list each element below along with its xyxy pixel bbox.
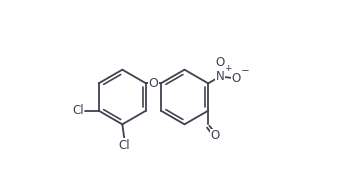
Text: N: N (216, 70, 225, 83)
Text: Cl: Cl (118, 139, 130, 152)
Text: O: O (211, 129, 220, 142)
Text: Cl: Cl (72, 104, 84, 117)
Text: +: + (224, 64, 231, 73)
Text: O: O (232, 72, 241, 85)
Text: O: O (216, 56, 225, 69)
Text: O: O (149, 77, 158, 90)
Text: −: − (240, 66, 249, 75)
